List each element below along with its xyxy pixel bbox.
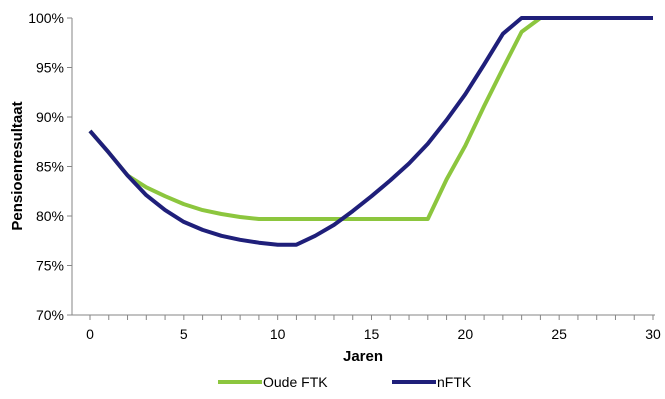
legend: Oude FTK nFTK	[218, 374, 472, 390]
y-tick-label: 75%	[36, 258, 64, 274]
x-tick-label: 25	[551, 326, 567, 342]
x-tick-label: 0	[86, 326, 94, 342]
y-tick-label: 100%	[28, 10, 64, 26]
series-line-oude-ftk	[88, 16, 653, 221]
x-tick-label: 20	[458, 326, 474, 342]
y-tick-group: 70% 75% 80% 85% 90% 95% 100%	[28, 10, 72, 323]
series-line-nftk	[88, 16, 653, 247]
y-tick-label: 80%	[36, 208, 64, 224]
y-tick-label: 95%	[36, 60, 64, 76]
x-tick-group: 0 5 10 15 20 25 30	[86, 315, 661, 342]
legend-label: Oude FTK	[263, 374, 328, 390]
legend-label: nFTK	[437, 374, 472, 390]
axes	[71, 18, 655, 316]
y-tick-label: 90%	[36, 109, 64, 125]
series-layer	[88, 16, 653, 247]
y-tick-label: 85%	[36, 159, 64, 175]
y-tick-label: 70%	[36, 307, 64, 323]
x-tick-label: 30	[645, 326, 661, 342]
y-axis-title: Pensioenresultaat	[9, 101, 26, 230]
x-tick-label: 5	[180, 326, 188, 342]
x-tick-label: 15	[364, 326, 380, 342]
x-axis-title: Jaren	[343, 348, 383, 365]
x-tick-label: 10	[270, 326, 286, 342]
